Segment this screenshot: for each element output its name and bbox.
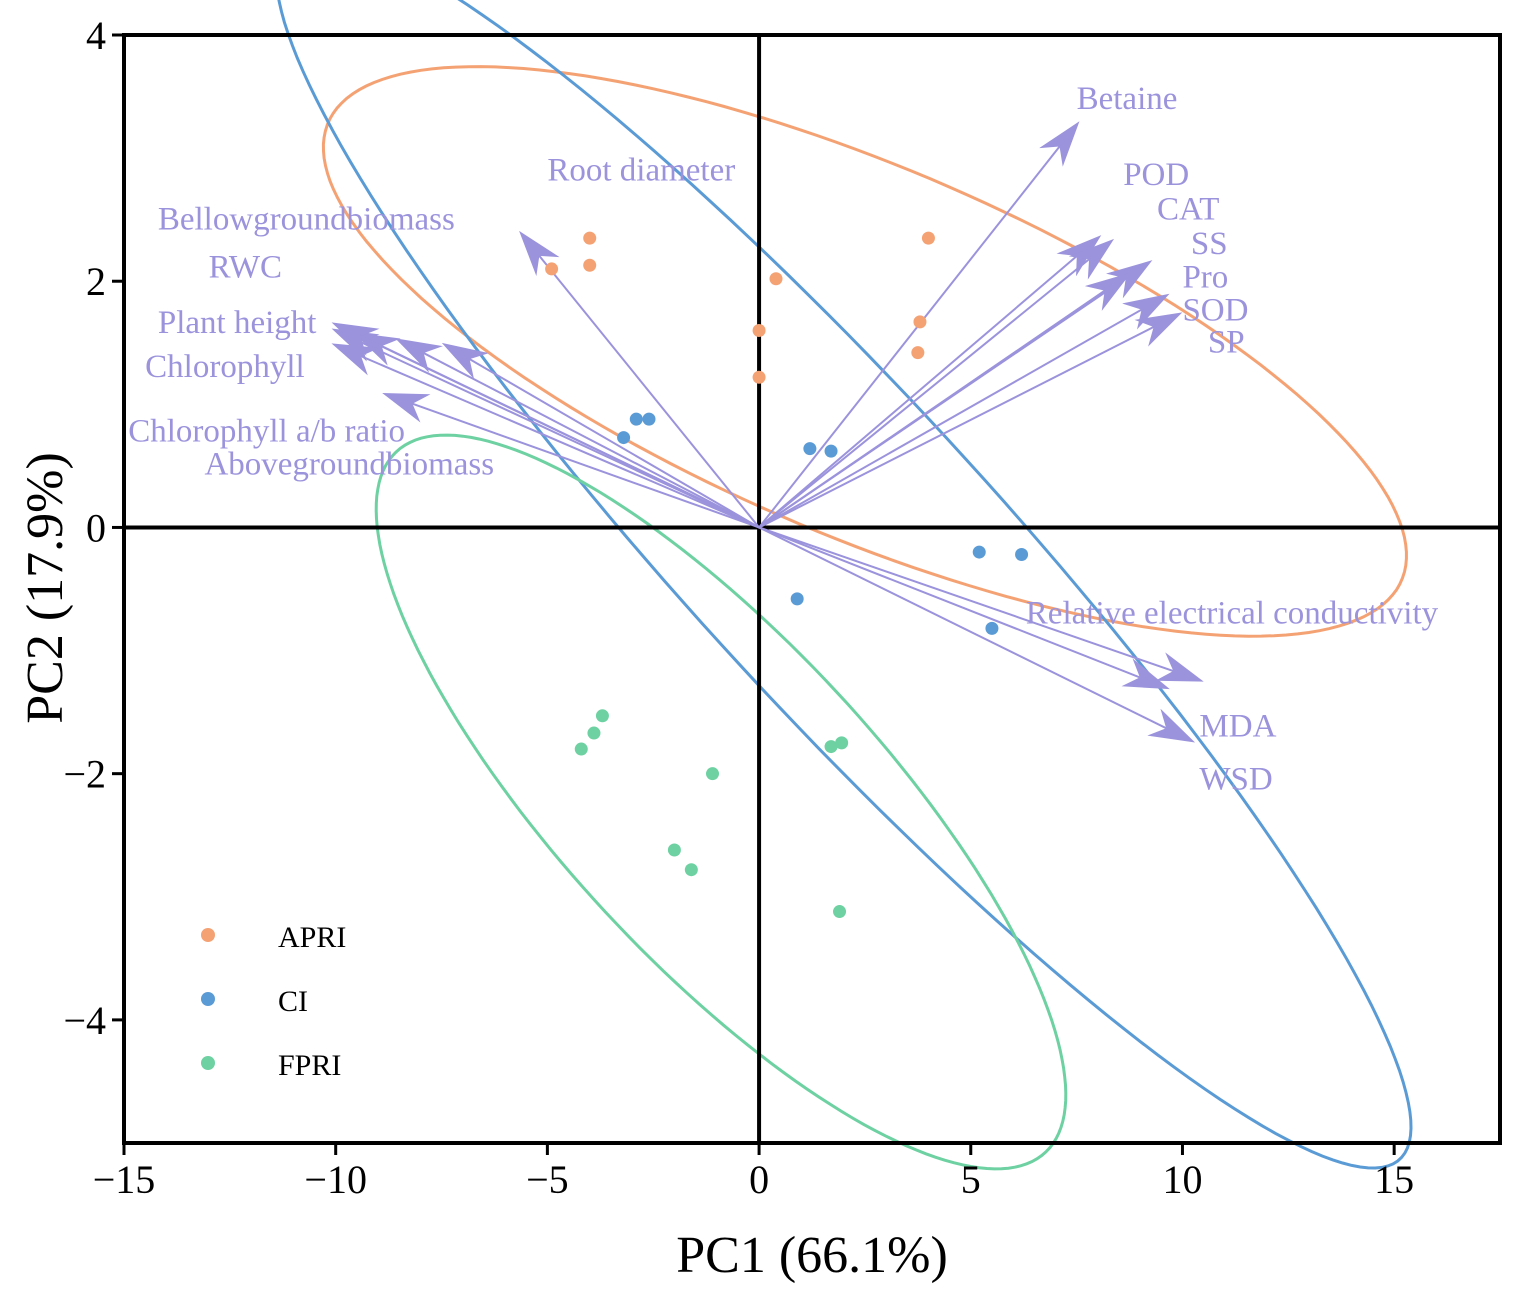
legend-label-apri: APRI [278, 921, 346, 954]
loading-vectors [331, 121, 1204, 743]
vector-mda [758, 526, 1170, 690]
legend: APRI CI FPRI [201, 921, 346, 1082]
vector-label-bellowgroundbiomass: Bellowgroundbiomass [158, 202, 455, 238]
point-apri-6 [752, 370, 766, 384]
vector-label-relative-electrical-conductivity: Relative electrical conductivity [1026, 595, 1439, 631]
point-fpri-7 [824, 740, 838, 754]
vector-label-ss: SS [1191, 226, 1228, 262]
point-ci-5 [824, 444, 838, 458]
y-tick-label: 4 [86, 13, 106, 58]
vector-label-rwc: RWC [209, 250, 282, 286]
point-apri-8 [911, 346, 925, 360]
point-apri-4 [769, 272, 783, 286]
plot-frame [122, 33, 1502, 1145]
x-tick-label: 5 [961, 1157, 981, 1202]
point-ci-2 [642, 412, 656, 426]
point-apri-2 [583, 231, 597, 245]
ellipse-fpri [374, 433, 1068, 1171]
point-fpri-8 [835, 736, 849, 750]
zero-lines [124, 35, 1500, 1143]
x-tick-label: 0 [749, 1157, 769, 1202]
vector-label-sod: SOD [1182, 293, 1248, 329]
point-ci-8 [790, 592, 804, 606]
plot-border [122, 33, 1502, 1145]
y-tick-label: 0 [86, 505, 106, 550]
point-fpri-4 [706, 767, 720, 781]
vector-sod [758, 293, 1170, 529]
y-tick-label: 2 [86, 259, 106, 304]
confidence-ellipses [277, 0, 1413, 1171]
vector-label-plant-height: Plant height [158, 305, 317, 341]
point-fpri-6 [684, 863, 698, 877]
y-tick-label: −4 [63, 998, 106, 1043]
vector-pod [758, 235, 1102, 529]
vector-aboveground-biomass-stub [331, 343, 760, 529]
point-ci-7 [1015, 548, 1029, 562]
point-apri-5 [752, 323, 766, 337]
x-tick-label: −15 [93, 1157, 156, 1202]
vector-label-cat: CAT [1157, 192, 1219, 228]
legend-label-ci: CI [278, 985, 308, 1018]
point-ci-6 [972, 545, 986, 559]
vector-label-chlorophyll: Chlorophyll [145, 349, 305, 385]
vector-chlorophyll-a-b-ratio [441, 342, 760, 529]
point-fpri-1 [595, 709, 609, 723]
y-tick-label: −2 [63, 752, 106, 797]
legend-marker-apri [201, 928, 215, 942]
point-apri-1 [545, 262, 559, 276]
sample-points [545, 231, 1029, 919]
vector-wsd [758, 526, 1196, 743]
vector-label-sp: SP [1208, 325, 1245, 361]
vector-label-chlorophyll-a-b-ratio: Chlorophyll a/b ratio [128, 413, 405, 449]
x-tick-label: −10 [304, 1157, 367, 1202]
vector-label-abovegroundbiomass: Abovegroundbiomass [204, 447, 494, 483]
point-ci-9 [985, 621, 999, 635]
vector-abovegroundbiomass [382, 392, 760, 529]
vector-cat [758, 238, 1115, 529]
x-tick-label: 15 [1374, 1157, 1414, 1202]
point-ci-3 [617, 431, 631, 445]
vector-root-diameter [519, 230, 760, 529]
legend-marker-fpri [201, 1056, 215, 1070]
vector-label-pro: Pro [1182, 259, 1228, 295]
x-tick-label: −5 [526, 1157, 569, 1202]
legend-marker-ci [201, 992, 215, 1006]
vector-label-root-diameter: Root diameter [547, 152, 735, 188]
point-apri-9 [921, 231, 935, 245]
point-fpri-5 [667, 843, 681, 857]
vector-label-pod: POD [1123, 157, 1189, 193]
point-ci-1 [629, 412, 643, 426]
point-ci-4 [803, 442, 817, 456]
vector-label-mda: MDA [1199, 709, 1276, 745]
point-apri-7 [913, 315, 927, 329]
legend-label-fpri: FPRI [278, 1049, 341, 1082]
point-fpri-3 [574, 742, 588, 756]
vector-pro [758, 272, 1132, 529]
axis-ticks: −15 −10 −5 0 5 10 15 −4 −2 0 2 4 [63, 13, 1414, 1202]
point-apri-3 [583, 258, 597, 272]
vector-label-wsd: WSD [1199, 762, 1272, 798]
vector-sp [758, 312, 1183, 529]
x-tick-label: 10 [1162, 1157, 1202, 1202]
vector-label-betaine: Betaine [1077, 81, 1178, 117]
ellipse-ci [277, 0, 1413, 1170]
x-axis-title: PC1 (66.1%) [676, 1227, 948, 1284]
vector-relative-electrical-conductivity [758, 526, 1204, 682]
y-axis-title: PC2 (17.9%) [17, 452, 74, 724]
point-fpri-9 [833, 905, 847, 919]
point-fpri-2 [587, 726, 601, 740]
